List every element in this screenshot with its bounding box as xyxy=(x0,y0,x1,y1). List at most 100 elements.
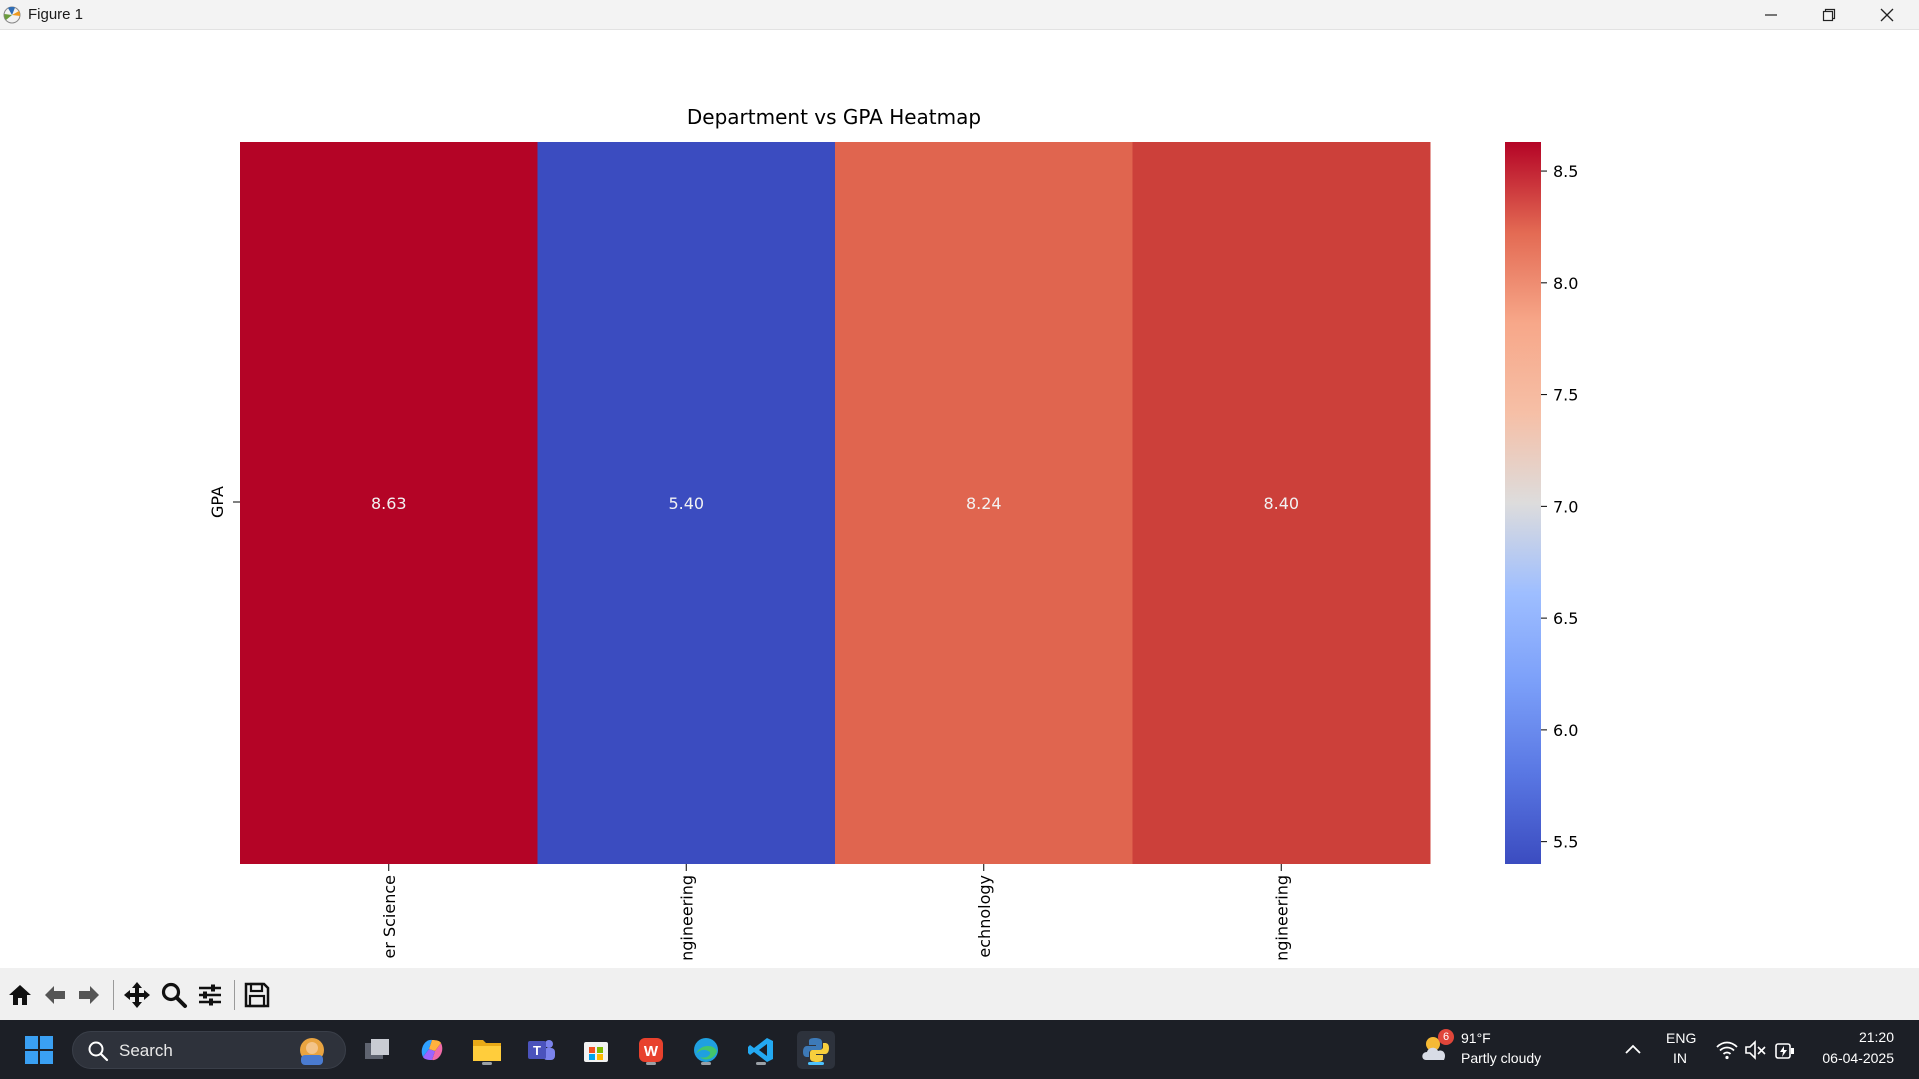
save-button[interactable] xyxy=(240,978,274,1012)
colorbar-tick-label: 7.5 xyxy=(1553,386,1578,405)
svg-text:T: T xyxy=(533,1043,541,1058)
running-indicator xyxy=(756,1062,766,1065)
colorbar-ticks: 5.5 6.0 6.5 7.0 7.5 8.0 8.5 xyxy=(1541,162,1578,852)
teams-button[interactable]: T xyxy=(522,1031,560,1069)
zoom-button[interactable] xyxy=(157,978,191,1012)
x-axis: er Science ngineering echnology ngineering xyxy=(380,864,1291,961)
running-indicator xyxy=(646,1062,656,1065)
wps-office-icon: W xyxy=(639,1038,663,1062)
back-icon xyxy=(45,986,65,1004)
show-hidden-icons-button[interactable] xyxy=(1620,1038,1646,1062)
matplotlib-app-icon xyxy=(3,6,21,24)
clock-time: 21:20 xyxy=(1858,1029,1894,1045)
y-axis: GPA xyxy=(208,486,240,518)
configure-button[interactable] xyxy=(193,978,227,1012)
heatmap-cell xyxy=(537,142,836,864)
battery-charging-icon xyxy=(1775,1043,1794,1059)
clock[interactable]: 21:20 06-04-2025 xyxy=(1812,1029,1908,1071)
toolbar-separator xyxy=(234,980,235,1010)
y-tick-label: GPA xyxy=(208,486,227,518)
heatmap-cell xyxy=(240,142,538,864)
window-titlebar: Figure 1 xyxy=(0,0,1919,30)
vscode-button[interactable] xyxy=(742,1031,780,1069)
task-view-icon xyxy=(365,1039,389,1059)
x-tick-label: er Science xyxy=(380,875,399,959)
start-icon xyxy=(25,1036,53,1064)
network-button[interactable] xyxy=(1715,1038,1739,1062)
heatmap-cells xyxy=(240,142,1431,864)
copilot-icon xyxy=(421,1039,443,1061)
start-button[interactable] xyxy=(20,1031,58,1069)
store-button[interactable] xyxy=(577,1031,615,1069)
heatmap-cell xyxy=(835,142,1133,864)
restore-button[interactable] xyxy=(1800,0,1858,30)
running-indicator xyxy=(482,1062,492,1065)
edge-icon xyxy=(694,1038,718,1062)
active-indicator xyxy=(808,1062,824,1065)
volume-button[interactable] xyxy=(1744,1038,1768,1062)
pan-button[interactable] xyxy=(120,978,154,1012)
search-highlight-icon xyxy=(300,1038,324,1065)
cell-value-label: 8.63 xyxy=(371,494,407,513)
partly-cloudy-icon xyxy=(1422,1037,1446,1060)
colorbar-tick-label: 6.0 xyxy=(1553,721,1578,740)
forward-icon xyxy=(79,986,99,1004)
home-button[interactable] xyxy=(3,978,37,1012)
configure-icon xyxy=(199,984,221,1006)
wifi-icon xyxy=(1716,1041,1738,1060)
teams-icon: T xyxy=(528,1040,555,1060)
x-tick-label: ngineering xyxy=(1272,875,1291,961)
toolbar-separator xyxy=(113,980,114,1010)
task-view-button[interactable] xyxy=(358,1031,396,1069)
weather-badge: 6 xyxy=(1438,1029,1454,1045)
edge-button[interactable] xyxy=(687,1031,725,1069)
heatmap-chart: Department vs GPA Heatmap 8.63 5.40 8.24 8.… xyxy=(208,105,1578,961)
python-button[interactable] xyxy=(797,1031,835,1069)
colorbar-tick-label: 8.0 xyxy=(1553,274,1578,293)
taskbar: Search T W 6 91°F Partly cloudy xyxy=(0,1020,1919,1079)
colorbar-tick-label: 5.5 xyxy=(1553,833,1578,852)
close-icon xyxy=(1880,8,1894,22)
search-icon xyxy=(88,1041,109,1062)
minimize-button[interactable] xyxy=(1742,0,1800,30)
battery-button[interactable] xyxy=(1773,1038,1797,1062)
minimize-icon xyxy=(1765,14,1777,16)
python-icon xyxy=(803,1038,829,1062)
running-indicator xyxy=(701,1062,711,1065)
language-line1: ENG xyxy=(1666,1030,1697,1046)
search-label: Search xyxy=(119,1041,173,1060)
figure-canvas[interactable]: Department vs GPA Heatmap 8.63 5.40 8.24 8.… xyxy=(0,30,1919,968)
vscode-icon xyxy=(748,1038,773,1062)
colorbar-tick-label: 8.5 xyxy=(1553,162,1578,181)
back-button[interactable] xyxy=(38,978,72,1012)
chevron-up-icon xyxy=(1625,1044,1641,1054)
taskbar-search[interactable]: Search xyxy=(72,1031,346,1069)
language-line2: IN xyxy=(1673,1050,1687,1066)
file-explorer-icon xyxy=(473,1040,501,1061)
svg-text:W: W xyxy=(644,1043,659,1060)
file-explorer-button[interactable] xyxy=(468,1031,506,1069)
colorbar-tick-label: 6.5 xyxy=(1553,609,1578,628)
clock-date: 06-04-2025 xyxy=(1822,1050,1894,1066)
weather-temperature: 91°F xyxy=(1461,1030,1491,1046)
home-icon xyxy=(9,985,31,1005)
colorbar-tick-label: 7.0 xyxy=(1553,497,1578,516)
window-title: Figure 1 xyxy=(28,6,84,23)
copilot-button[interactable] xyxy=(413,1031,451,1069)
weather-widget[interactable]: 6 91°F Partly cloudy xyxy=(1420,1028,1560,1072)
pan-icon xyxy=(124,982,150,1008)
forward-button[interactable] xyxy=(72,978,106,1012)
volume-muted-icon xyxy=(1745,1040,1766,1060)
wps-office-button[interactable]: W xyxy=(632,1031,670,1069)
save-icon xyxy=(244,982,270,1008)
heatmap-cell-labels: 8.63 5.40 8.24 8.40 xyxy=(371,494,1299,513)
navigation-toolbar xyxy=(0,968,1919,1020)
cell-value-label: 5.40 xyxy=(668,494,704,513)
cell-value-label: 8.24 xyxy=(966,494,1002,513)
heatmap-cell xyxy=(1132,142,1431,864)
store-icon xyxy=(584,1042,608,1062)
close-button[interactable] xyxy=(1858,0,1916,30)
restore-icon xyxy=(1822,8,1836,22)
x-tick-label: echnology xyxy=(975,875,994,958)
language-indicator[interactable]: ENG IN xyxy=(1660,1030,1702,1070)
